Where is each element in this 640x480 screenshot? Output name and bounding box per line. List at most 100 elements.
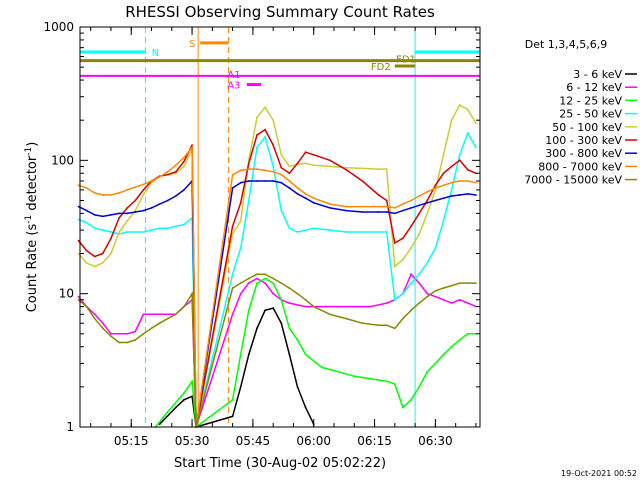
data-point-12-25: [402, 406, 404, 409]
a3-label: A3: [227, 81, 240, 92]
data-point-7000-15000: [312, 305, 315, 308]
data-point-100-300: [296, 162, 299, 165]
data-point-300-800: [458, 194, 461, 196]
data-point-300-800: [312, 201, 315, 204]
data-point-300-800: [174, 195, 177, 197]
data-point-6-12: [247, 282, 250, 284]
data-point-50-100: [312, 164, 315, 167]
data-point-7000-15000: [296, 292, 299, 295]
data-point-3-6: [272, 307, 275, 309]
data-point-100-300: [361, 180, 364, 182]
x-tick-label-0: 05:15: [114, 434, 149, 448]
data-point-50-100: [361, 167, 364, 170]
data-point-100-300: [77, 239, 80, 242]
data-point-25-50: [134, 231, 137, 233]
data-point-12-25: [434, 362, 437, 365]
data-point-7000-15000: [85, 305, 88, 308]
data-point-800-7000: [142, 183, 145, 186]
data-point-100-300: [247, 162, 250, 165]
data-point-7000-15000: [264, 273, 266, 276]
data-point-800-7000: [361, 205, 364, 208]
data-point-12-25: [450, 345, 453, 348]
data-point-800-7000: [410, 199, 412, 202]
data-point-3-6: [280, 322, 283, 325]
data-point-800-7000: [110, 194, 112, 196]
data-point-100-300: [280, 166, 283, 169]
data-point-12-25: [166, 410, 169, 413]
data-point-300-800: [231, 187, 234, 189]
data-point-50-100: [402, 258, 404, 261]
data-point-25-50: [442, 220, 445, 223]
data-point-50-100: [183, 165, 185, 168]
legend-label-7000-15000: 7000 - 15000 keV: [524, 174, 622, 187]
data-point-300-800: [442, 197, 445, 200]
data-point-300-800: [385, 211, 388, 213]
x-tick-label-2: 05:45: [236, 434, 271, 448]
data-point-12-25: [337, 370, 339, 373]
data-point-3-6: [231, 415, 234, 418]
generation-timestamp: 19-Oct-2021 00:52: [561, 469, 637, 478]
data-point-25-50: [77, 218, 80, 221]
night-label: N: [152, 48, 159, 59]
data-point-800-7000: [191, 146, 194, 149]
data-point-12-25: [191, 380, 194, 383]
data-point-3-6: [247, 353, 250, 356]
legend-label-6-12: 6 - 12 keV: [566, 81, 622, 94]
data-point-7000-15000: [442, 287, 445, 289]
data-point-100-300: [377, 194, 380, 196]
data-point-100-300: [402, 237, 404, 240]
data-point-300-800: [466, 193, 469, 195]
data-point-800-7000: [101, 194, 104, 196]
data-point-12-25: [256, 282, 258, 284]
legend-label-100-300: 100 - 300 keV: [545, 134, 622, 147]
series-7000-15000: [77, 273, 477, 428]
data-point-6-12: [142, 313, 145, 316]
data-point-800-7000: [312, 197, 315, 200]
data-point-6-12: [231, 313, 234, 316]
x-tick-label-3: 06:00: [296, 434, 331, 448]
series-300-800: [77, 179, 477, 428]
data-point-800-7000: [150, 180, 153, 182]
data-point-6-12: [426, 292, 429, 295]
data-point-7000-15000: [134, 339, 137, 341]
data-point-7000-15000: [239, 282, 242, 284]
data-point-50-100: [377, 168, 380, 171]
data-point-300-800: [239, 181, 242, 184]
data-point-7000-15000: [158, 322, 161, 325]
data-point-100-300: [166, 173, 169, 176]
data-point-25-50: [329, 229, 331, 232]
data-point-7000-15000: [410, 309, 412, 312]
data-point-50-100: [418, 233, 421, 235]
data-point-800-7000: [85, 187, 88, 189]
data-point-800-7000: [393, 207, 396, 209]
legend-label-3-6: 3 - 6 keV: [573, 68, 622, 81]
legend-label-50-100: 50 - 100 keV: [552, 121, 622, 134]
data-point-25-50: [239, 247, 242, 249]
data-point-25-50: [247, 199, 250, 202]
data-point-100-300: [142, 189, 145, 191]
data-point-7000-15000: [272, 277, 275, 280]
data-point-7000-15000: [183, 305, 185, 308]
data-point-50-100: [385, 168, 388, 171]
data-point-12-25: [410, 398, 412, 401]
data-point-300-800: [393, 212, 396, 215]
plot-frame: [79, 26, 481, 428]
data-point-800-7000: [239, 169, 242, 172]
data-point-800-7000: [345, 205, 348, 208]
data-point-100-300: [304, 151, 307, 154]
data-point-100-300: [450, 165, 453, 168]
data-point-25-50: [110, 231, 112, 233]
data-point-300-800: [85, 209, 88, 212]
x-tick-label-1: 05:30: [175, 434, 210, 448]
data-point-6-12: [369, 305, 372, 308]
data-point-6-12: [304, 305, 307, 308]
data-point-25-50: [256, 146, 258, 149]
data-point-7000-15000: [458, 282, 461, 284]
data-point-50-100: [134, 209, 137, 212]
data-point-3-6: [174, 406, 177, 409]
data-point-25-50: [166, 227, 169, 230]
data-point-800-7000: [247, 168, 250, 171]
data-point-50-100: [345, 166, 348, 169]
